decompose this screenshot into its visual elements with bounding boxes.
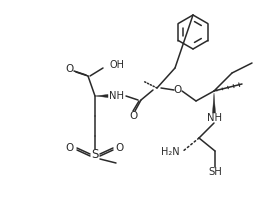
Text: O: O xyxy=(129,111,137,121)
Text: SH: SH xyxy=(208,167,222,177)
Polygon shape xyxy=(95,94,108,97)
Text: NH: NH xyxy=(206,113,221,123)
Polygon shape xyxy=(213,93,215,113)
Text: O: O xyxy=(66,143,74,153)
Text: S: S xyxy=(91,148,99,161)
Text: OH: OH xyxy=(110,60,125,70)
Text: O: O xyxy=(116,143,124,153)
Text: O: O xyxy=(65,64,73,74)
Text: NH: NH xyxy=(109,91,124,101)
Text: H₂N: H₂N xyxy=(161,147,180,157)
Text: O: O xyxy=(174,85,182,95)
